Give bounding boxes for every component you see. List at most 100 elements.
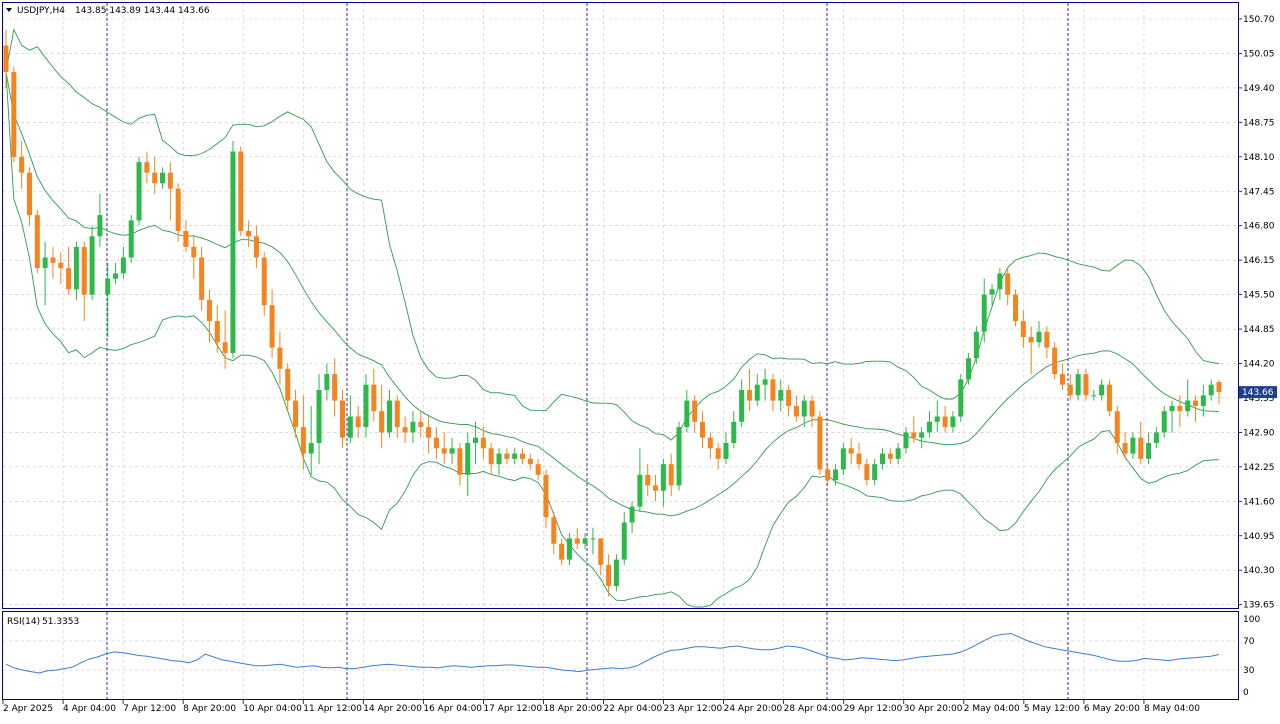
candle: [480, 427, 486, 459]
candle: [801, 395, 807, 428]
candle: [833, 464, 839, 486]
candle: [1193, 395, 1199, 422]
time-tick-label: 17 Apr 12:00: [483, 704, 542, 714]
candle: [316, 374, 322, 465]
time-axis[interactable]: 2 Apr 2025 4 Apr 04:00 7 Apr 12:00 8 Apr 20…: [2, 700, 1200, 714]
candle: [613, 554, 619, 592]
collapse-triangle-icon[interactable]: [6, 8, 12, 12]
candle: [582, 533, 588, 549]
candle: [120, 246, 126, 279]
candle: [3, 29, 9, 88]
candle: [253, 225, 259, 269]
candle: [246, 220, 252, 247]
price-tick-label: 142.90: [1243, 428, 1275, 438]
candle: [308, 405, 314, 475]
candle: [770, 374, 776, 412]
candle: [1216, 379, 1222, 404]
svg-text:143.66: 143.66: [1242, 388, 1274, 398]
candle: [1169, 400, 1175, 433]
candle: [410, 411, 416, 443]
candle: [1052, 342, 1058, 380]
time-tick-label: 5 May 12:00: [1024, 704, 1080, 714]
candle: [81, 241, 87, 322]
candle: [441, 432, 447, 465]
candle: [105, 262, 111, 337]
candle: [222, 310, 228, 369]
candle: [919, 427, 925, 449]
candle: [34, 209, 40, 274]
candle: [958, 374, 964, 422]
rsi-tick-label: 70: [1243, 637, 1255, 647]
candle: [739, 379, 745, 428]
candle: [89, 225, 95, 300]
rsi-tick-label: 30: [1243, 666, 1255, 676]
candle: [152, 156, 158, 194]
candle: [1208, 379, 1214, 401]
candle: [911, 416, 917, 443]
candle: [684, 390, 690, 433]
candle: [1122, 432, 1128, 459]
session-separators: [106, 3, 1069, 699]
grid: [2, 3, 1238, 699]
candle: [574, 527, 580, 549]
candle: [214, 305, 220, 353]
candle: [66, 246, 72, 295]
price-tick-label: 147.45: [1243, 187, 1275, 197]
time-tick-label: 22 Apr 04:00: [604, 704, 663, 714]
candle: [559, 538, 565, 565]
candle: [942, 405, 948, 433]
candle: [527, 453, 533, 470]
candle: [989, 284, 995, 306]
price-tick-label: 140.95: [1243, 532, 1275, 542]
rsi-tick-label: 0: [1243, 688, 1249, 698]
candle: [1200, 384, 1206, 417]
candlesticks: [3, 29, 1222, 597]
candle: [1161, 405, 1167, 438]
candle: [1044, 326, 1050, 359]
candle: [504, 448, 510, 465]
candle: [645, 464, 651, 496]
time-tick-label: 11 Apr 12:00: [303, 704, 362, 714]
time-tick-label: 28 Apr 04:00: [784, 704, 843, 714]
candle: [19, 140, 25, 189]
candle: [637, 448, 643, 512]
candle: [1130, 432, 1136, 459]
candle: [1146, 432, 1152, 465]
candle: [966, 352, 972, 385]
candle: [520, 448, 526, 465]
rsi-tick-label: 100: [1243, 615, 1260, 625]
candle: [473, 421, 479, 465]
candle: [488, 443, 494, 475]
candle: [332, 358, 338, 417]
symbol-timeframe: USDJPY,H4: [17, 6, 65, 16]
candle: [136, 156, 142, 226]
candle: [997, 268, 1003, 300]
candle: [285, 363, 291, 412]
candle: [1106, 379, 1112, 417]
candle: [934, 400, 940, 433]
candle: [535, 458, 541, 481]
time-tick-label: 8 Apr 20:00: [183, 704, 236, 714]
candle: [754, 374, 760, 406]
price-tick-label: 148.10: [1243, 153, 1275, 163]
candle: [1013, 289, 1019, 327]
price-tick-label: 148.75: [1243, 118, 1275, 128]
bollinger-upper: [5, 28, 1220, 441]
candle: [848, 437, 854, 465]
candle: [144, 151, 150, 184]
current-price-marker: 143.66: [1239, 386, 1277, 399]
candle: [903, 427, 909, 454]
time-tick-label: 4 Apr 04:00: [63, 704, 116, 714]
candle: [590, 527, 596, 555]
candle: [887, 448, 893, 465]
candle: [692, 395, 698, 433]
price-tick-label: 140.30: [1243, 566, 1275, 576]
time-tick-label: 16 Apr 04:00: [423, 704, 482, 714]
candle: [11, 66, 17, 163]
price-axis[interactable]: 150.70 150.05 149.40 148.75 148.10 147.45 146.…: [1238, 15, 1275, 611]
candle: [371, 368, 377, 422]
candle: [206, 289, 212, 343]
time-tick-label: 18 Apr 20:00: [543, 704, 602, 714]
